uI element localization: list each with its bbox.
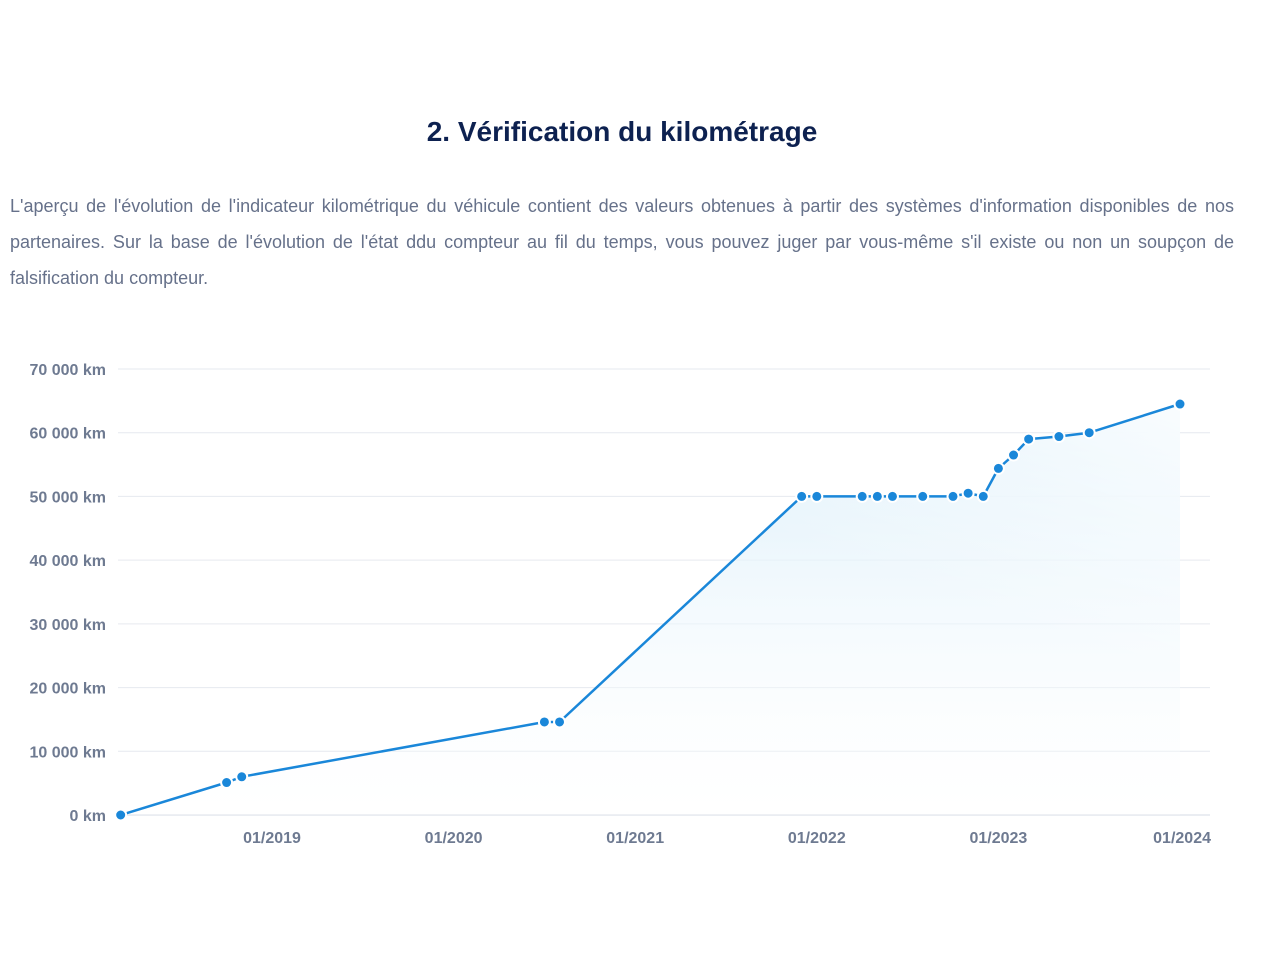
data-point[interactable]	[946, 489, 960, 503]
data-point[interactable]	[810, 489, 824, 503]
x-tick-label: 01/2024	[1153, 830, 1211, 847]
data-point[interactable]	[795, 489, 809, 503]
x-tick-label: 01/2022	[788, 830, 846, 847]
data-point[interactable]	[961, 486, 975, 500]
y-tick-label: 70 000 km	[29, 362, 106, 379]
y-tick-label: 40 000 km	[29, 553, 106, 570]
y-tick-label: 0 km	[70, 808, 106, 825]
data-point[interactable]	[1082, 426, 1096, 440]
y-tick-label: 20 000 km	[29, 681, 106, 698]
data-point[interactable]	[235, 770, 249, 784]
x-tick-label: 01/2023	[969, 830, 1027, 847]
data-point[interactable]	[537, 715, 551, 729]
mileage-area	[120, 404, 1181, 815]
data-point[interactable]	[220, 776, 234, 790]
section-title: 2. Vérification du kilométrage	[426, 116, 818, 147]
y-tick-label: 30 000 km	[29, 617, 106, 634]
y-axis: 0 km 10 000 km 20 000 km 30 000 km 40 000 km…	[29, 362, 106, 825]
x-tick-label: 01/2021	[606, 830, 664, 847]
data-point[interactable]	[1173, 397, 1187, 411]
y-tick-label: 10 000 km	[29, 744, 106, 761]
mileage-points	[114, 397, 1187, 822]
x-tick-label: 01/2019	[243, 830, 301, 847]
data-point[interactable]	[1052, 430, 1066, 444]
data-point[interactable]	[991, 461, 1005, 475]
data-point[interactable]	[1022, 432, 1036, 446]
data-point[interactable]	[916, 489, 930, 503]
x-axis: 01/2019 01/2020 01/2021 01/2022 01/2023 01/20…	[243, 830, 1211, 847]
data-point[interactable]	[855, 489, 869, 503]
data-point[interactable]	[885, 489, 899, 503]
y-tick-label: 50 000 km	[29, 489, 106, 506]
y-tick-label: 60 000 km	[29, 426, 106, 443]
area-fade	[120, 404, 1181, 815]
section-description: L'aperçu de l'évolution de l'indicateur …	[10, 196, 1234, 288]
data-point[interactable]	[1007, 448, 1021, 462]
data-point[interactable]	[870, 489, 884, 503]
x-tick-label: 01/2020	[425, 830, 483, 847]
data-point[interactable]	[553, 715, 567, 729]
data-point[interactable]	[976, 489, 990, 503]
data-point[interactable]	[114, 808, 128, 822]
